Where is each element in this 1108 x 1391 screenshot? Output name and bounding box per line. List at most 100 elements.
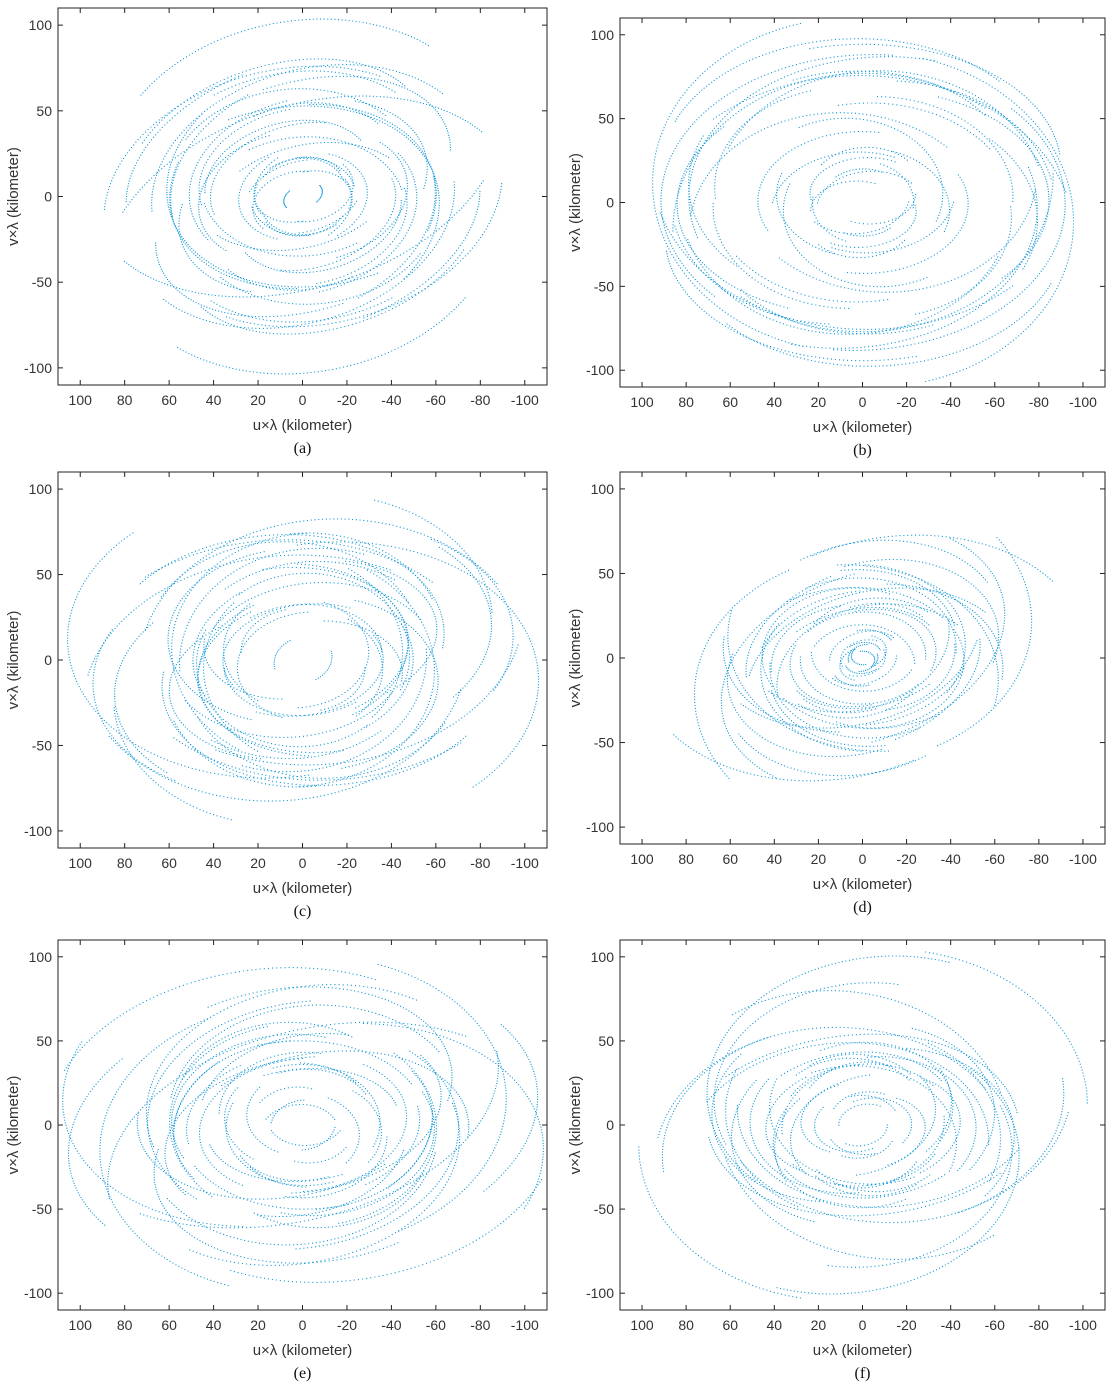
uv-track bbox=[711, 1047, 1015, 1203]
uv-track bbox=[185, 88, 421, 305]
uv-track bbox=[720, 537, 1006, 779]
uv-track bbox=[62, 1022, 544, 1228]
uv-track bbox=[171, 1033, 435, 1217]
x-axis-label: u×λ (kilometer) bbox=[813, 419, 913, 436]
y-tick-label: -50 bbox=[32, 1201, 52, 1217]
uv-track bbox=[830, 1094, 896, 1156]
x-tick-label: 80 bbox=[117, 855, 133, 871]
x-tick-label: 0 bbox=[859, 1317, 867, 1333]
uv-track bbox=[845, 641, 881, 675]
uv-track bbox=[772, 151, 955, 254]
x-tick-label: 20 bbox=[250, 392, 266, 408]
x-tick-label: 0 bbox=[299, 1317, 307, 1333]
uv-track bbox=[809, 157, 917, 248]
x-tick-label: 0 bbox=[859, 394, 867, 410]
x-tick-label: -100 bbox=[1069, 1317, 1097, 1333]
y-tick-label: -100 bbox=[24, 360, 52, 376]
uv-track bbox=[765, 1076, 961, 1174]
uv-track bbox=[211, 560, 395, 760]
uv-track bbox=[803, 602, 923, 714]
plot-frame bbox=[57, 7, 548, 386]
x-tick-label: -40 bbox=[381, 855, 401, 871]
uv-track bbox=[203, 620, 403, 700]
y-tick-label: 0 bbox=[44, 1117, 52, 1133]
x-tick-label: -40 bbox=[381, 1317, 401, 1333]
uv-track bbox=[169, 1026, 437, 1224]
x-tick-label: -60 bbox=[426, 1317, 446, 1333]
uv-track bbox=[265, 1103, 341, 1147]
uv-track bbox=[835, 168, 891, 237]
uv-track bbox=[687, 70, 1039, 335]
uv-track bbox=[171, 532, 435, 788]
uv-track bbox=[240, 609, 366, 711]
x-tick-label: -100 bbox=[1069, 394, 1097, 410]
uv-track bbox=[757, 131, 969, 274]
x-tick-label: 100 bbox=[69, 855, 93, 871]
x-tick-label: -20 bbox=[896, 394, 916, 410]
uv-track bbox=[144, 539, 462, 781]
x-tick-label: -80 bbox=[1029, 1317, 1049, 1333]
x-tick-label: -20 bbox=[896, 851, 916, 867]
x-tick-label: -20 bbox=[337, 855, 357, 871]
x-tick-label: 80 bbox=[117, 392, 133, 408]
uv-track-group bbox=[652, 22, 1075, 383]
uv-track bbox=[185, 1064, 421, 1186]
uv-track bbox=[103, 65, 503, 328]
panel-caption: (f) bbox=[855, 1365, 871, 1382]
uv-track bbox=[262, 157, 344, 236]
uv-track bbox=[833, 1091, 893, 1159]
uv-track bbox=[262, 156, 344, 237]
uv-track bbox=[760, 564, 966, 752]
uv-track bbox=[712, 96, 1014, 309]
x-tick-label: 0 bbox=[299, 392, 307, 408]
uv-track bbox=[741, 70, 986, 335]
uv-track bbox=[198, 135, 408, 258]
uv-track bbox=[727, 564, 999, 752]
uv-track bbox=[810, 180, 916, 225]
uv-track bbox=[153, 986, 453, 1264]
uv-track-group bbox=[67, 499, 540, 821]
y-axis-label: v×λ (kilometer) bbox=[567, 609, 584, 708]
uv-track bbox=[745, 576, 981, 740]
uv-track bbox=[236, 602, 370, 718]
uv-track bbox=[829, 630, 897, 686]
uv-track bbox=[238, 153, 368, 240]
uv-track bbox=[810, 624, 916, 692]
uv-track bbox=[672, 72, 1054, 333]
uv-track bbox=[273, 640, 333, 680]
x-tick-label: -100 bbox=[511, 392, 539, 408]
y-tick-label: -100 bbox=[24, 1285, 52, 1301]
plot-frame bbox=[57, 471, 548, 849]
uv-track-group bbox=[673, 534, 1053, 782]
y-axis-label: v×λ (kilometer) bbox=[5, 1076, 22, 1175]
uv-track bbox=[790, 1074, 937, 1176]
uv-track bbox=[114, 546, 493, 774]
x-tick-label: 80 bbox=[117, 1317, 133, 1333]
x-tick-label: -40 bbox=[941, 851, 961, 867]
uv-track bbox=[155, 75, 452, 318]
uv-track bbox=[811, 163, 915, 242]
y-tick-label: 100 bbox=[29, 481, 53, 497]
x-tick-label: 0 bbox=[299, 855, 307, 871]
y-axis-label: v×λ (kilometer) bbox=[567, 1076, 584, 1175]
y-tick-label: -100 bbox=[586, 1285, 614, 1301]
uv-track-group bbox=[62, 963, 544, 1287]
y-tick-label: -100 bbox=[586, 362, 614, 378]
uv-track bbox=[660, 54, 1066, 351]
panel-caption: (e) bbox=[294, 1365, 312, 1382]
uv-track bbox=[166, 1004, 440, 1246]
uv-track bbox=[714, 90, 1012, 315]
uv-track bbox=[809, 1061, 917, 1189]
uv-track bbox=[770, 605, 956, 711]
uv-track bbox=[147, 1000, 459, 1250]
uv-track bbox=[252, 164, 354, 229]
x-tick-label: -80 bbox=[470, 1317, 490, 1333]
uv-track bbox=[136, 1050, 470, 1200]
uv-track bbox=[740, 587, 986, 729]
x-tick-label: 60 bbox=[722, 394, 738, 410]
uv-track bbox=[693, 536, 1033, 780]
x-tick-label: -100 bbox=[511, 1317, 539, 1333]
uv-track bbox=[240, 1068, 366, 1182]
uv-track bbox=[169, 103, 437, 290]
uv-track bbox=[173, 1061, 434, 1189]
